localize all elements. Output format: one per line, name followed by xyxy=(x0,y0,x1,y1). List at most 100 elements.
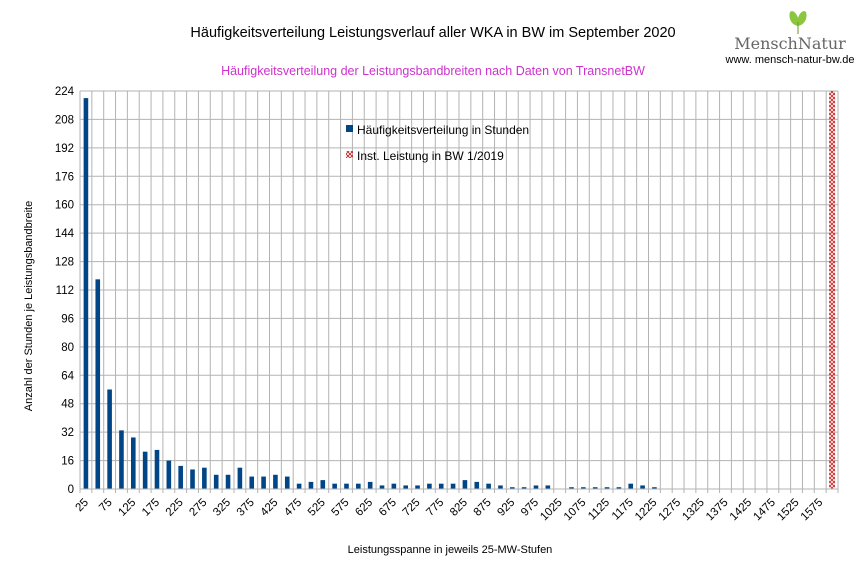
x-tick-label: 275 xyxy=(187,497,209,519)
x-tick-label: 775 xyxy=(424,497,446,519)
bars xyxy=(83,91,836,489)
axes xyxy=(79,91,838,490)
bar xyxy=(213,474,219,489)
bar xyxy=(640,485,645,489)
bar xyxy=(569,487,574,489)
logo-url: www. mensch-natur-bw.de xyxy=(725,54,855,66)
x-tick-label: 625 xyxy=(353,497,375,519)
bar xyxy=(486,483,491,489)
y-tick-label: 176 xyxy=(55,171,74,183)
x-tick-label: 1225 xyxy=(633,497,660,524)
y-tick-label: 224 xyxy=(55,86,75,98)
y-tick-label: 144 xyxy=(55,228,75,240)
bar xyxy=(83,98,89,489)
bar xyxy=(332,483,337,489)
bar xyxy=(356,483,361,489)
bar xyxy=(130,437,136,489)
bar xyxy=(474,481,480,489)
x-tick-label: 1075 xyxy=(562,497,589,524)
bar xyxy=(166,460,172,489)
bar xyxy=(95,279,101,489)
x-tick-label: 1575 xyxy=(799,497,826,524)
x-tick-label: 875 xyxy=(472,497,494,519)
bar xyxy=(249,476,255,489)
bar xyxy=(379,485,385,489)
x-tick-label: 225 xyxy=(164,497,186,519)
y-tick-label: 48 xyxy=(61,399,74,411)
bar xyxy=(154,449,160,489)
x-tick-label: 1175 xyxy=(610,497,636,523)
x-tick-label: 125 xyxy=(116,497,138,519)
bar xyxy=(545,485,551,489)
x-tick-label: 675 xyxy=(377,497,399,519)
installed-capacity-bar xyxy=(829,91,836,489)
legend: Häufigkeitsverteilung in Stunden Inst. L… xyxy=(346,123,529,163)
x-tick-label: 1475 xyxy=(751,497,778,524)
bar xyxy=(367,481,373,489)
y-tick-label: 32 xyxy=(61,427,74,439)
x-tick-label: 375 xyxy=(235,497,257,519)
x-tick-label: 1375 xyxy=(704,497,731,524)
bar xyxy=(462,480,468,489)
x-tick-label: 525 xyxy=(306,497,328,519)
bar xyxy=(178,465,183,489)
x-tick-label: 575 xyxy=(330,497,352,519)
ginkgo-leaf-icon xyxy=(789,11,807,34)
x-tick-label: 475 xyxy=(282,497,304,519)
bar xyxy=(427,483,432,489)
y-axis-title: Anzahl der Stunden je Leistungsbandbreit… xyxy=(23,201,35,411)
x-tick-label: 75 xyxy=(97,497,115,515)
bar xyxy=(415,485,420,489)
y-tick-label: 128 xyxy=(55,257,74,269)
chart-subtitle: Häufigkeitsverteilung der Leistungsbandb… xyxy=(221,64,645,78)
bar xyxy=(616,487,622,489)
y-tick-label: 64 xyxy=(61,370,74,382)
y-tick-label: 96 xyxy=(61,313,74,325)
y-tick-label: 112 xyxy=(56,285,74,297)
bar xyxy=(521,487,527,489)
bar xyxy=(142,451,148,489)
y-tick-label: 16 xyxy=(61,456,74,468)
bar xyxy=(438,483,444,489)
bar xyxy=(391,483,397,489)
bar xyxy=(107,389,112,489)
x-tick-label: 325 xyxy=(211,497,233,519)
x-tick-label: 25 xyxy=(74,497,92,515)
x-tick-label: 425 xyxy=(258,497,280,519)
bar xyxy=(628,483,634,489)
y-tick-label: 192 xyxy=(55,143,74,155)
y-tick-label: 160 xyxy=(55,200,74,212)
y-axis-ticks: 0 16 32 48 64 80 96 112 128 144 160 176 192 208 224 xyxy=(55,86,75,496)
x-tick-label: 1325 xyxy=(680,497,707,524)
legend-label-frequency: Häufigkeitsverteilung in Stunden xyxy=(357,123,529,137)
x-axis-title: Leistungsspanne in jeweils 25-MW-Stufen xyxy=(348,544,553,556)
bar xyxy=(652,487,657,489)
bar xyxy=(403,485,409,489)
x-tick-label: 175 xyxy=(140,497,162,519)
bar xyxy=(533,485,539,489)
x-tick-label: 725 xyxy=(401,497,423,519)
bar xyxy=(344,483,349,489)
bar xyxy=(450,483,456,489)
x-tick-label: 1025 xyxy=(538,497,565,524)
bar xyxy=(509,487,515,489)
x-axis-ticks: 25 75 125 175 225 275 325 375 425 475 525 575 625 675… xyxy=(74,497,826,524)
bar xyxy=(308,481,314,489)
bar xyxy=(273,474,278,489)
legend-swatch-installed xyxy=(346,151,353,158)
bar xyxy=(581,487,586,489)
legend-swatch-frequency xyxy=(346,125,353,132)
x-tick-label: 925 xyxy=(495,497,517,519)
bar xyxy=(498,485,503,489)
bar xyxy=(190,469,195,489)
bar xyxy=(592,487,598,489)
x-tick-label: 1525 xyxy=(775,497,802,524)
bar xyxy=(296,483,302,489)
x-tick-label: 825 xyxy=(448,497,470,519)
x-tick-label: 1275 xyxy=(657,497,684,524)
bar xyxy=(237,467,243,489)
bar xyxy=(284,476,290,489)
bar xyxy=(119,430,124,489)
logo-name: MenschNatur xyxy=(734,34,846,53)
